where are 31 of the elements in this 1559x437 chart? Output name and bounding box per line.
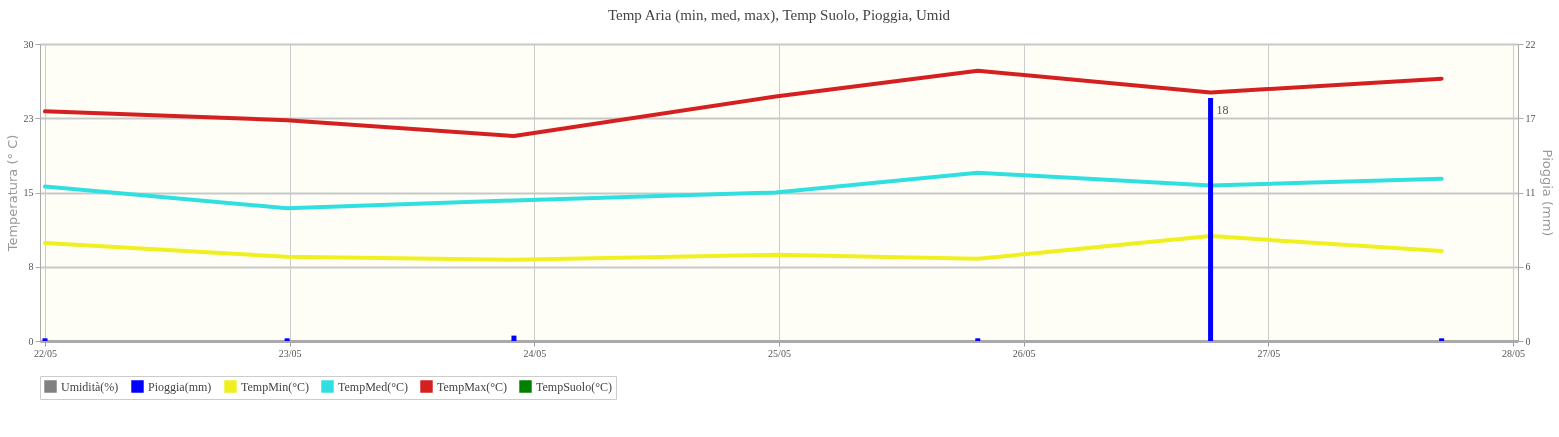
y-tick-label: 23 — [23, 112, 34, 124]
legend-label: Umidità(%) — [61, 379, 119, 394]
bar — [1208, 98, 1214, 341]
y2-tick-label: 11 — [1525, 187, 1536, 198]
x-tick-label: 23/05 — [278, 347, 302, 359]
y-tick-label: 0 — [28, 335, 34, 347]
legend-label: TempMax(°C) — [437, 379, 507, 394]
x-tick-label: 26/05 — [1012, 347, 1036, 359]
legend-label: TempMed(°C) — [338, 379, 408, 394]
x-tick-label: 28/05 — [1502, 347, 1525, 359]
x-tick-label: 22/05 — [34, 347, 57, 359]
y-tick-label: 8 — [28, 261, 34, 273]
y2-axis-title: Pioggia (mm) — [1539, 149, 1555, 237]
y2-tick-label: 0 — [1525, 335, 1531, 347]
bar — [1439, 338, 1445, 341]
bar — [975, 338, 981, 341]
y-tick-label: 30 — [23, 38, 34, 50]
y2-tick-label: 22 — [1525, 38, 1536, 50]
legend-label: Pioggia(mm) — [148, 379, 212, 394]
data-label: 18 — [1216, 103, 1229, 117]
y-tick-label: 15 — [23, 187, 34, 198]
y2-tick-label: 6 — [1525, 261, 1531, 273]
y2-tick-label: 17 — [1525, 112, 1536, 124]
legend-label: TempSuolo(°C) — [536, 379, 612, 394]
legend-label: TempMin(°C) — [241, 379, 309, 394]
x-tick-label: 24/05 — [523, 347, 547, 359]
y-axis-title: Temperatura (° C) — [4, 134, 20, 253]
x-tick-label: 25/05 — [768, 347, 791, 359]
bar — [511, 335, 517, 341]
chart-title: Temp Aria (min, med, max), Temp Suolo, Pioggia, Umid — [607, 7, 951, 24]
x-tick-label: 27/05 — [1257, 347, 1281, 359]
